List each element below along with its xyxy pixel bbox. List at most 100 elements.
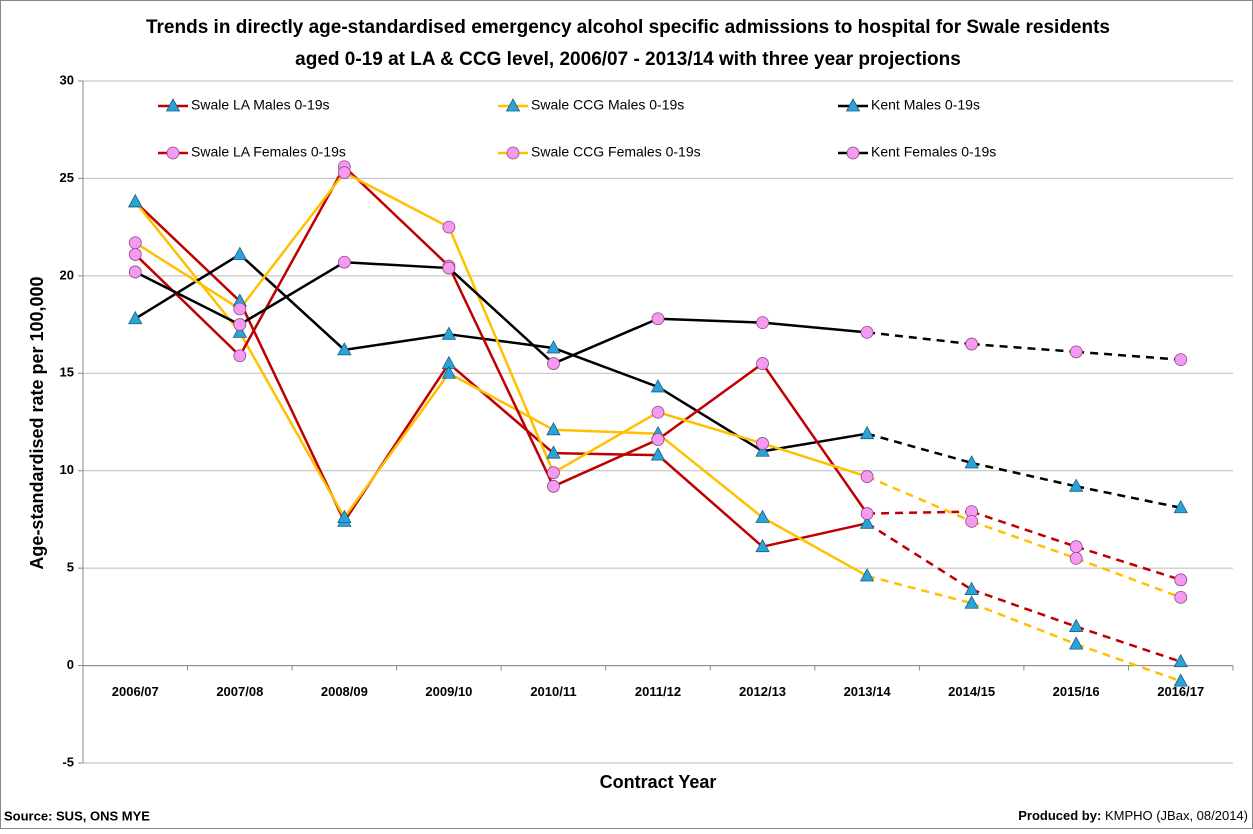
line-segment: [971, 510, 1077, 548]
line-segment: [553, 346, 659, 389]
marker: [546, 340, 561, 354]
marker: [128, 265, 142, 279]
marker: [964, 581, 979, 595]
y-tick-label: 25: [60, 170, 74, 185]
line-segment: [448, 333, 554, 350]
marker: [651, 312, 665, 326]
marker: [1174, 353, 1188, 367]
produced-by-value: KMPHO (JBax, 08/2014): [1105, 808, 1248, 823]
line-segment: [344, 333, 450, 352]
line-segment: [238, 171, 346, 310]
marker: [233, 318, 247, 331]
line-segment: [762, 442, 868, 478]
marker: [233, 349, 247, 363]
legend-marker: [506, 146, 520, 160]
x-tick-label: 2007/08: [216, 684, 263, 699]
line-segment: [447, 265, 555, 487]
x-tick-label: 2008/09: [321, 684, 368, 699]
produced-by: Produced by: KMPHO (JBax, 08/2014): [1018, 808, 1248, 823]
line-segment: [447, 226, 555, 474]
legend-marker: [165, 98, 181, 112]
line-segment: [762, 522, 868, 548]
x-tick-label: 2016/17: [1157, 684, 1204, 699]
line-segment: [134, 253, 241, 320]
line-segment: [134, 253, 241, 357]
line-segment: [552, 438, 659, 488]
line-segment: [553, 428, 659, 435]
line-segment: [761, 362, 869, 515]
marker: [1174, 573, 1188, 587]
marker: [1173, 673, 1188, 687]
chart-title: aged 0-19 at LA & CCG level, 2006/07 - 2…: [295, 49, 961, 70]
line-segment: [1075, 485, 1181, 509]
marker: [756, 316, 769, 330]
marker: [651, 405, 665, 419]
chart-title: Trends in directly age-standardised emer…: [146, 17, 1110, 38]
marker: [128, 310, 143, 325]
marker: [860, 325, 874, 339]
marker: [441, 365, 457, 379]
line-segment: [448, 372, 555, 431]
line-segment: [1076, 350, 1181, 361]
marker: [651, 433, 665, 446]
y-tick-label: 5: [67, 560, 74, 575]
line-segment: [239, 261, 346, 326]
marker: [860, 470, 874, 483]
produced-by-label: Produced by:: [1018, 808, 1101, 823]
marker: [547, 479, 560, 493]
marker: [1174, 590, 1188, 604]
line-segment: [657, 411, 763, 445]
source: Source: SUS, ONS MYE: [4, 808, 150, 823]
x-tick-label: 2015/16: [1053, 684, 1100, 699]
marker: [546, 421, 561, 436]
line-segment: [657, 317, 763, 324]
marker: [233, 302, 247, 316]
line-segment: [866, 331, 972, 346]
y-tick-label: 10: [60, 462, 74, 477]
y-tick-label: 30: [60, 72, 74, 87]
marker: [1173, 653, 1188, 668]
x-tick-label: 2009/10: [425, 684, 472, 699]
x-axis-title: Contract Year: [600, 772, 717, 792]
line-segment: [1075, 557, 1182, 599]
line-segment: [552, 411, 659, 474]
line-segment: [866, 522, 973, 591]
line-segment: [238, 253, 346, 351]
x-tick-label: 2006/07: [112, 684, 159, 699]
marker: [1069, 552, 1083, 565]
line-segment: [867, 510, 972, 515]
legend-label: Swale LA Females 0-19s: [191, 144, 346, 160]
legend-marker: [845, 98, 861, 112]
line-segment: [343, 165, 450, 268]
line-segment: [866, 574, 972, 605]
line-segment: [657, 385, 764, 453]
marker: [650, 379, 666, 393]
line-segment: [134, 270, 241, 326]
marker: [1069, 636, 1084, 650]
marker: [1069, 540, 1083, 554]
marker: [1069, 478, 1084, 492]
x-tick-label: 2013/14: [844, 684, 892, 699]
marker: [128, 193, 143, 208]
marker: [547, 357, 560, 370]
marker: [442, 220, 456, 234]
y-tick-label: 0: [67, 657, 74, 672]
line-segment: [761, 516, 868, 578]
line-segment: [971, 342, 1077, 354]
line-segment: [657, 432, 764, 519]
marker: [337, 166, 351, 179]
line-segment: [134, 200, 241, 303]
marker: [964, 595, 979, 609]
line-segment: [344, 260, 449, 270]
line-segment: [552, 317, 659, 365]
marker: [232, 324, 247, 338]
marker: [965, 337, 979, 351]
marker: [337, 342, 352, 356]
marker: [128, 236, 142, 250]
line-segment: [238, 331, 346, 519]
marker: [441, 326, 457, 340]
marker: [650, 447, 666, 461]
y-axis-title: Age-standardised rate per 100,000: [27, 276, 47, 569]
line-segment: [343, 171, 450, 229]
